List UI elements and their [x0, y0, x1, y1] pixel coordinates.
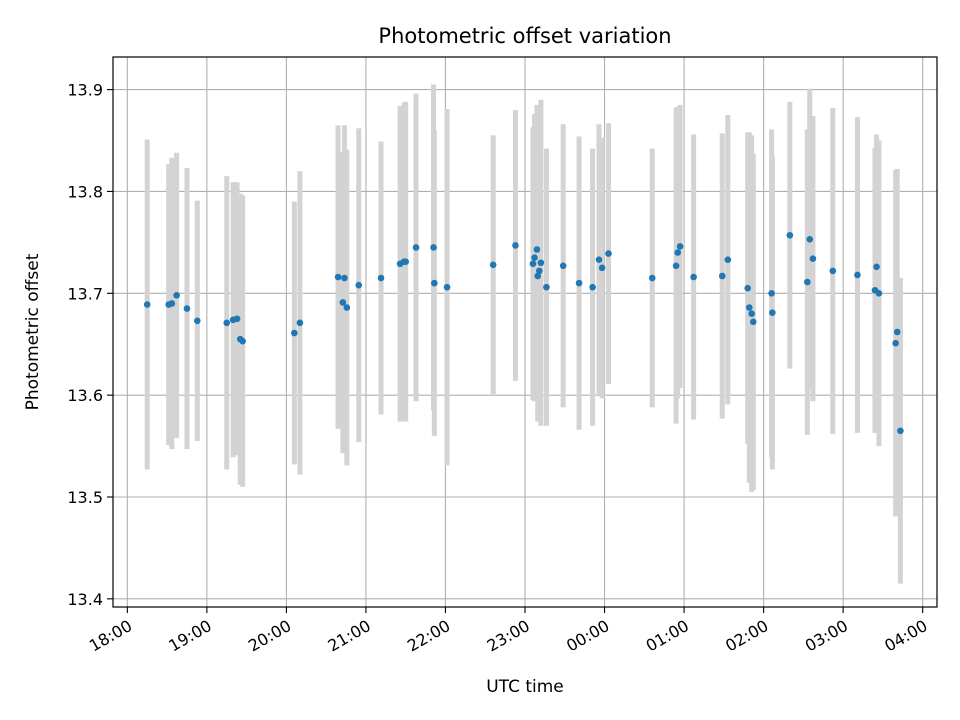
data-point: [296, 319, 304, 327]
data-points: [143, 231, 904, 435]
data-point: [531, 254, 538, 261]
data-point: [143, 301, 151, 308]
y-tick-label: 13.7: [67, 284, 103, 303]
data-point: [168, 300, 176, 307]
data-point: [745, 304, 753, 311]
data-point: [768, 289, 775, 297]
data-point: [431, 279, 438, 287]
data-point: [892, 339, 899, 347]
data-point: [806, 236, 814, 243]
data-point: [769, 309, 776, 316]
grid: [113, 57, 937, 607]
data-point: [804, 278, 811, 286]
data-point: [676, 243, 684, 250]
data-point: [605, 250, 612, 257]
y-tick-label: 13.6: [67, 386, 103, 405]
y-axis-label: Photometric offset: [23, 253, 43, 410]
data-point: [749, 318, 757, 326]
data-point: [529, 260, 537, 268]
data-point: [343, 304, 351, 311]
data-point: [786, 231, 794, 239]
data-point: [194, 317, 201, 325]
data-point: [443, 283, 451, 291]
data-point: [536, 267, 543, 275]
data-point: [377, 274, 385, 282]
data-point: [559, 262, 567, 270]
data-point: [718, 272, 726, 280]
chart-title: Photometric offset variation: [378, 24, 671, 48]
y-axis: 13.4 13.5 13.6 13.7 13.8 13.9: [67, 81, 113, 609]
data-point: [748, 310, 755, 317]
data-point: [672, 262, 680, 270]
y-tick-label: 13.5: [67, 488, 103, 507]
data-point: [875, 289, 883, 297]
data-point: [589, 283, 596, 291]
data-point: [183, 305, 191, 312]
data-point: [239, 337, 246, 345]
data-point: [537, 259, 545, 267]
data-point: [291, 329, 298, 337]
data-point: [674, 249, 682, 256]
data-point: [534, 272, 542, 280]
data-point: [897, 427, 904, 435]
data-point: [575, 279, 583, 287]
data-point: [873, 263, 880, 271]
data-point: [489, 261, 497, 269]
data-point: [223, 319, 231, 327]
data-point: [648, 274, 656, 282]
data-point: [533, 246, 541, 253]
data-point: [341, 274, 348, 282]
data-point: [690, 273, 697, 281]
data-point: [809, 255, 817, 262]
y-tick-label: 13.8: [67, 182, 103, 201]
y-tick-label: 13.9: [67, 81, 103, 100]
data-point: [893, 328, 901, 336]
data-point: [173, 292, 180, 299]
data-point: [512, 242, 519, 249]
data-point: [355, 281, 363, 289]
x-axis-label: UTC time: [486, 677, 564, 697]
data-point: [854, 271, 861, 279]
data-point: [543, 283, 550, 291]
data-point: [233, 315, 241, 323]
data-point: [724, 256, 732, 263]
data-point: [339, 299, 347, 306]
data-point: [412, 244, 420, 251]
data-point: [402, 258, 409, 266]
data-point: [430, 244, 437, 251]
data-point: [744, 284, 752, 292]
y-tick-label: 13.4: [67, 590, 103, 609]
data-point: [829, 267, 837, 275]
data-point: [595, 256, 603, 263]
data-point: [334, 273, 342, 281]
data-point: [598, 264, 606, 272]
